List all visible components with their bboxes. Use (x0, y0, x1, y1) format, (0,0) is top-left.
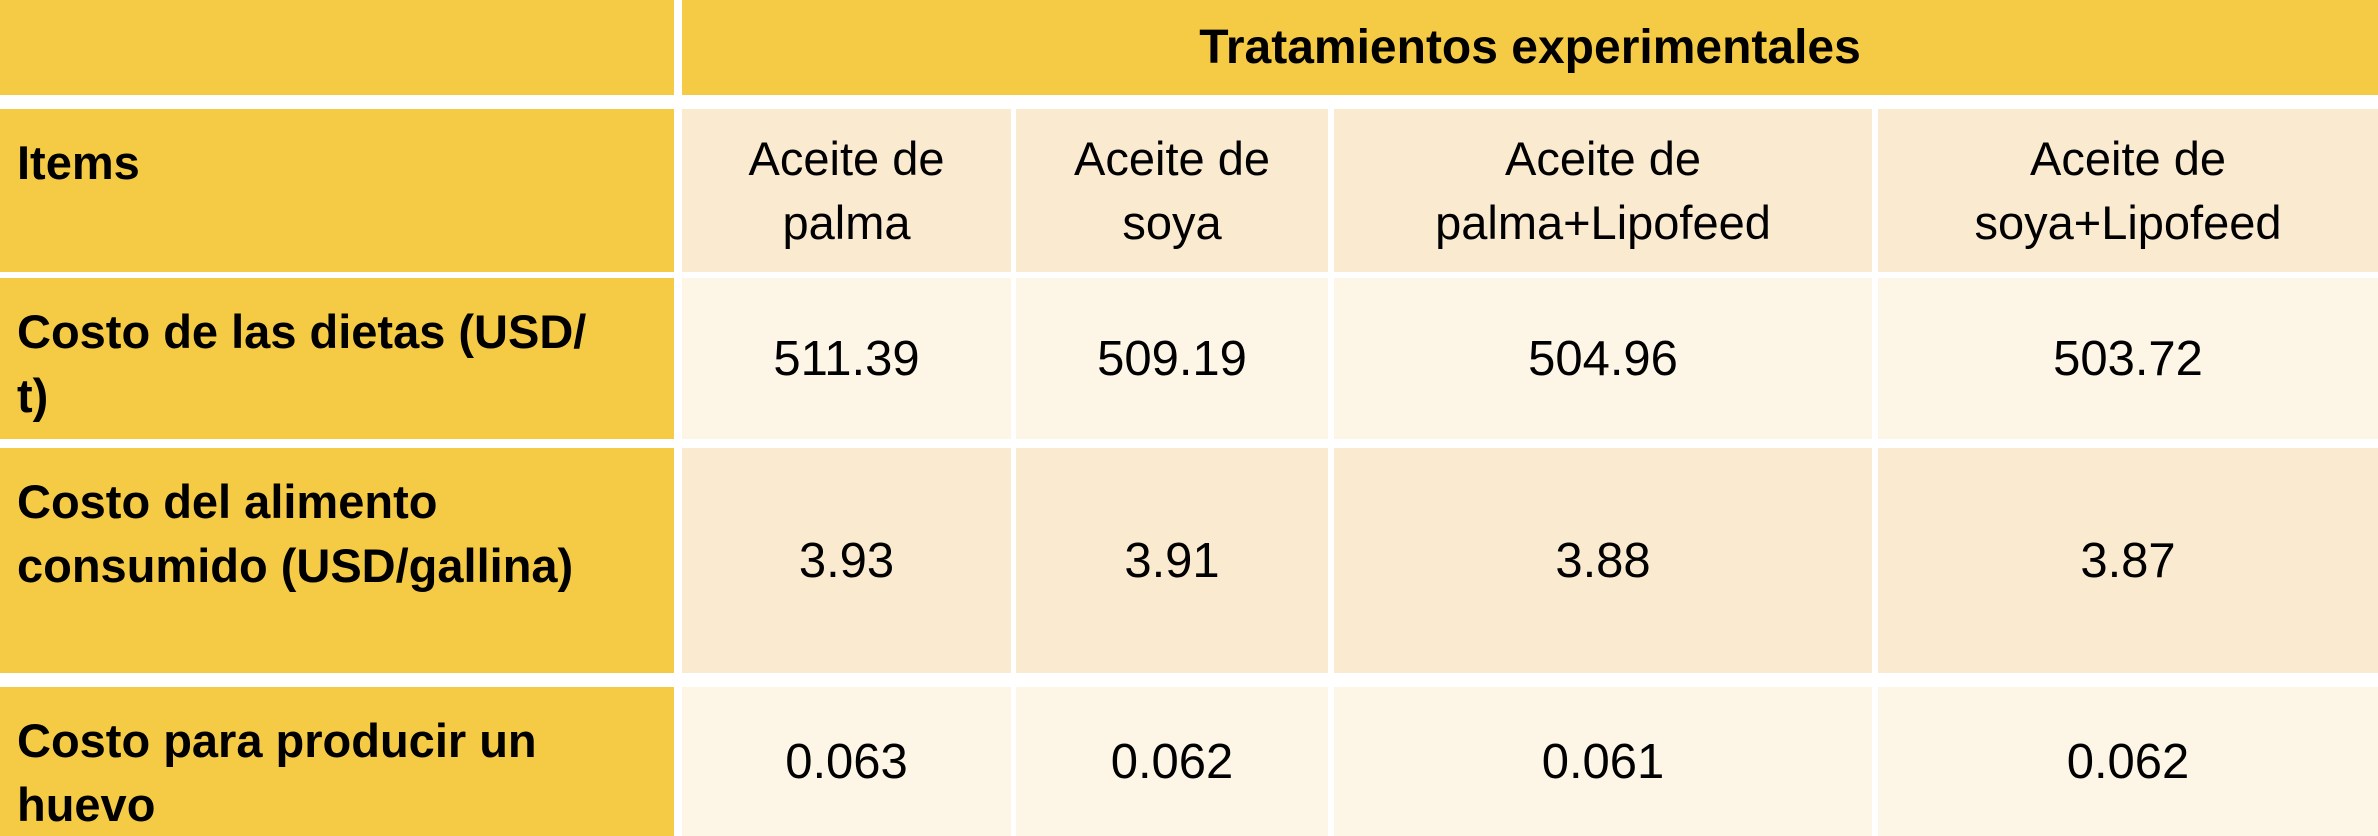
value-cell: 3.87 (1878, 448, 2378, 673)
value-text: 509.19 (1097, 331, 1247, 386)
column-header-line: Aceite de (2030, 131, 2226, 185)
value-cell: 3.93 (682, 448, 1011, 673)
value-text: 504.96 (1528, 331, 1678, 386)
column-header-line: Aceite de (1074, 131, 1270, 185)
row-label-line: Costo para producir un (17, 714, 537, 767)
value-cell: 503.72 (1878, 278, 2378, 439)
row-label-line: Costo de las dietas (USD/ (17, 305, 587, 358)
value-text: 3.91 (1124, 533, 1220, 588)
value-cell: 504.96 (1334, 278, 1872, 439)
row-label-costo-dietas: Costo de las dietas (USD/ t) (0, 278, 674, 439)
column-header-line: Aceite de (1505, 131, 1701, 185)
value-text: 0.061 (1541, 734, 1665, 789)
column-header-line: soya (1122, 195, 1222, 249)
column-header-line: soya+Lipofeed (1974, 195, 2282, 249)
row-label-line: huevo (17, 778, 156, 831)
value-cell: 3.88 (1334, 448, 1872, 673)
items-header-label: Items (17, 136, 140, 189)
row-label-line: Costo del alimento (17, 475, 438, 528)
value-cell: 0.061 (1334, 687, 1872, 836)
table-title: Tratamientos experimentales (682, 0, 2378, 95)
value-text: 511.39 (773, 331, 920, 386)
value-cell: 0.062 (1878, 687, 2378, 836)
value-text: 503.72 (2053, 331, 2203, 386)
value-cell: 3.91 (1016, 448, 1328, 673)
value-cell: 511.39 (682, 278, 1011, 439)
column-header-soya-lipofeed: Aceite de soya+Lipofeed (1878, 109, 2378, 272)
value-cell: 0.062 (1016, 687, 1328, 836)
table-title-text: Tratamientos experimentales (1199, 21, 1861, 74)
value-cell: 0.063 (682, 687, 1011, 836)
column-header-line: Aceite de (748, 131, 945, 185)
row-label-line: consumido (USD/gallina) (17, 539, 574, 592)
row-label-costo-alimento: Costo del alimento consumido (USD/gallin… (0, 448, 674, 673)
value-cell: 509.19 (1016, 278, 1328, 439)
column-header-aceite-de-palma: Aceite de palma (682, 109, 1011, 272)
value-text: 3.87 (2080, 533, 2176, 588)
corner-cell (0, 0, 674, 95)
row-label-line: t) (17, 369, 49, 422)
value-text: 3.93 (798, 533, 895, 588)
column-header-line: palma+Lipofeed (1435, 195, 1771, 249)
value-text: 0.062 (1110, 734, 1234, 789)
value-text: 0.063 (785, 734, 908, 789)
column-header-line: palma (782, 195, 911, 249)
row-label-costo-huevo: Costo para producir un huevo (0, 687, 674, 836)
column-header-palma-lipofeed: Aceite de palma+Lipofeed (1334, 109, 1872, 272)
value-text: 0.062 (2066, 734, 2190, 789)
items-header-cell: Items (0, 109, 674, 272)
value-text: 3.88 (1555, 533, 1651, 588)
column-header-aceite-de-soya: Aceite de soya (1016, 109, 1328, 272)
